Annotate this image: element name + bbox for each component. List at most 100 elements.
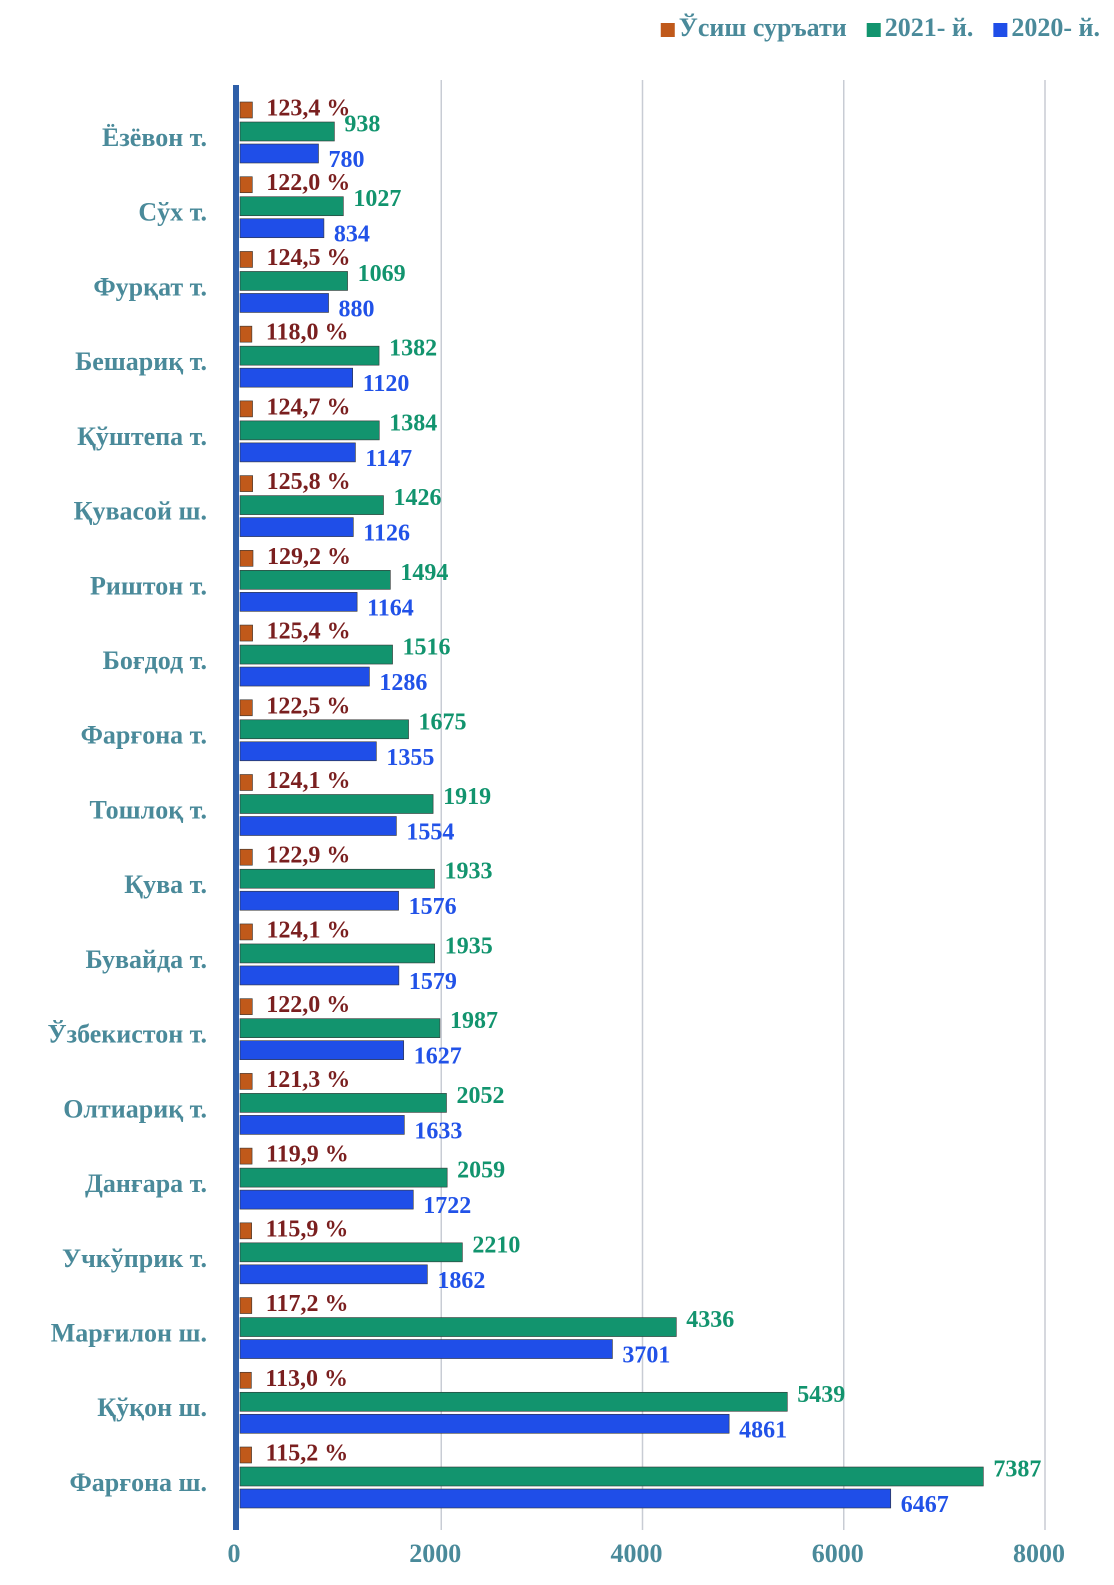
- bar: [239, 101, 253, 119]
- bar: [239, 965, 400, 986]
- bar: [239, 1189, 414, 1210]
- data-label: 1627: [414, 1044, 462, 1070]
- data-label: 1384: [389, 410, 437, 436]
- bar: [239, 325, 253, 343]
- data-label: 6467: [901, 1492, 949, 1518]
- data-label: 7387: [993, 1457, 1041, 1483]
- bar: [239, 218, 325, 239]
- bar: [239, 1264, 428, 1285]
- y-tick-label: Бувайда т.: [85, 945, 207, 974]
- bar: [239, 848, 253, 866]
- bar: [239, 251, 253, 268]
- legend-label: 2021- й.: [885, 13, 974, 42]
- bar: [239, 1242, 463, 1263]
- data-label: 125,8 %: [267, 469, 351, 495]
- bar: [239, 1167, 448, 1188]
- data-label: 1675: [419, 709, 467, 735]
- bar: [239, 1488, 892, 1509]
- data-label: 119,9 %: [266, 1142, 349, 1168]
- bar: [239, 1040, 405, 1060]
- legend-label: 2020- й.: [1011, 13, 1100, 42]
- bar: [239, 624, 253, 642]
- data-label: 1069: [358, 261, 406, 287]
- bar: [239, 121, 335, 142]
- bar: [239, 550, 254, 567]
- bar: [239, 1093, 447, 1113]
- data-label: 122,5 %: [266, 693, 350, 719]
- data-label: 1919: [443, 784, 491, 810]
- bar: [239, 1297, 253, 1314]
- y-tick-label: Олтиариқ т.: [63, 1094, 207, 1123]
- data-label: 123,4 %: [266, 96, 350, 122]
- bar: [239, 143, 319, 164]
- bar: [239, 475, 253, 492]
- bar: [239, 998, 253, 1015]
- data-label: 124,7 %: [267, 394, 351, 420]
- data-label: 1120: [363, 371, 410, 397]
- bar: [239, 293, 329, 313]
- bar: [239, 1371, 252, 1389]
- bar: [239, 1466, 984, 1487]
- x-tick-label: 6000: [812, 1539, 864, 1568]
- bar: [239, 719, 409, 740]
- data-label: 1935: [445, 933, 493, 959]
- data-label: 2052: [456, 1083, 504, 1109]
- data-label: 1862: [437, 1268, 485, 1294]
- bar: [239, 570, 391, 590]
- data-label: 1147: [365, 446, 412, 472]
- data-label: 938: [344, 112, 380, 138]
- data-label: 3701: [622, 1343, 670, 1369]
- y-tick-label: Ўзбекистон т.: [48, 1020, 207, 1049]
- y-tick-label: Қўштепа т.: [77, 422, 207, 451]
- data-label: 1286: [379, 670, 427, 696]
- bar: [239, 176, 253, 194]
- bar: [239, 644, 393, 665]
- data-label: 113,0 %: [265, 1366, 348, 1392]
- y-tick-label: Учкўприк т.: [62, 1244, 207, 1273]
- bar: [239, 816, 397, 836]
- data-label: 1516: [403, 635, 451, 661]
- bar: [239, 1391, 788, 1412]
- bar: [239, 923, 253, 941]
- x-tick-label: 8000: [1013, 1539, 1065, 1568]
- bar: [239, 1073, 253, 1090]
- bar: [239, 1317, 677, 1337]
- data-label: 1126: [363, 521, 410, 547]
- data-label: 115,2 %: [266, 1441, 349, 1467]
- y-tick-label: Данғара т.: [85, 1169, 207, 1198]
- y-tick-label: Бешариқ т.: [75, 347, 207, 376]
- data-label: 4336: [686, 1307, 734, 1333]
- data-label: 125,4 %: [267, 619, 351, 645]
- data-label: 124,1 %: [266, 917, 350, 943]
- data-label: 1933: [445, 859, 493, 885]
- y-tick-label: Риштон т.: [90, 571, 207, 600]
- data-label: 118,0 %: [266, 320, 349, 346]
- y-tick-label: Фурқат т.: [93, 272, 207, 301]
- data-label: 834: [334, 222, 370, 248]
- y-tick-label: Боғдод т.: [103, 646, 207, 675]
- data-label: 115,9 %: [266, 1216, 349, 1242]
- data-label: 1554: [406, 820, 454, 846]
- legend-swatch: [993, 23, 1008, 37]
- bar: [239, 794, 434, 814]
- bar: [239, 1147, 253, 1165]
- data-label: 5439: [797, 1382, 845, 1408]
- x-tick-label: 4000: [611, 1539, 663, 1568]
- data-label: 1722: [423, 1193, 471, 1219]
- y-tick-label: Тошлоқ т.: [89, 795, 207, 824]
- data-label: 1027: [353, 186, 401, 212]
- bar: [239, 1222, 252, 1240]
- legend-swatch: [866, 23, 881, 37]
- data-label: 1987: [450, 1008, 498, 1034]
- y-tick-label: Сўх т.: [138, 198, 207, 227]
- bar: [239, 196, 344, 217]
- bar: [239, 517, 354, 537]
- y-tick-label: Қува т.: [124, 870, 207, 899]
- legend-swatch: [660, 23, 675, 37]
- bar: [239, 400, 253, 418]
- data-label: 1633: [414, 1118, 462, 1144]
- bar: [239, 868, 435, 889]
- y-tick-label: Фарғона т.: [81, 721, 207, 750]
- data-label: 1164: [367, 595, 414, 621]
- data-label: 117,2 %: [266, 1291, 349, 1317]
